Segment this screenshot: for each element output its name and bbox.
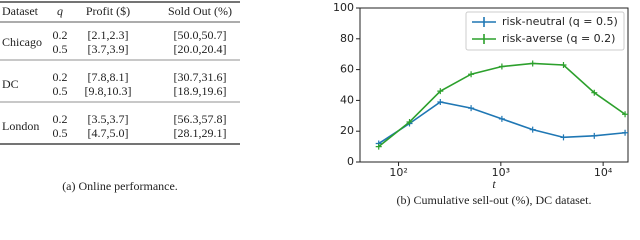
table-header: Dataset xyxy=(2,4,39,18)
legend-label: risk-neutral (q = 0.5) xyxy=(502,15,618,28)
table-cell: [30.7,31.6] xyxy=(174,70,227,84)
point-marker xyxy=(591,89,598,96)
point-marker xyxy=(529,126,536,133)
legend-label: risk-averse (q = 0.2) xyxy=(502,32,615,45)
x-tick-label: 10³ xyxy=(492,166,510,179)
table-cell: 0.2 xyxy=(53,70,68,84)
dataset-name: Chicago xyxy=(2,35,42,49)
point-marker xyxy=(622,129,629,136)
table-cell: [7.8,8.1] xyxy=(88,70,129,84)
table-cell: [9.8,10.3] xyxy=(85,84,132,98)
figure: (a) Online performance. (b) Cumulative s… xyxy=(0,1,629,207)
point-marker xyxy=(468,71,475,78)
point-marker xyxy=(591,132,598,139)
y-tick-label: 80 xyxy=(340,32,354,45)
table-cell: [2.1,2.3] xyxy=(88,28,129,42)
point-marker xyxy=(375,143,382,150)
point-marker xyxy=(560,134,567,141)
plot-frame xyxy=(359,7,629,163)
legend-box xyxy=(465,11,625,51)
table-caption: (a) Online performance. xyxy=(62,179,178,193)
table-header: Sold Out (%) xyxy=(168,4,232,18)
table-cell: [56.3,57.8] xyxy=(174,112,227,126)
x-tick-label: 10² xyxy=(389,166,407,179)
point-marker xyxy=(437,98,444,105)
table-header: q xyxy=(57,4,63,18)
chart-caption: (b) Cumulative sell-out (%), DC dataset. xyxy=(397,193,592,207)
point-marker xyxy=(529,60,536,67)
table-cell: 0.5 xyxy=(53,42,68,56)
table-cell: [3.7,3.9] xyxy=(88,42,129,56)
y-tick-label: 40 xyxy=(340,93,354,106)
y-tick-label: 20 xyxy=(340,124,354,137)
table-cell: [20.0,20.4] xyxy=(174,42,227,56)
y-tick-label: 100 xyxy=(333,1,354,14)
table-cell: 0.5 xyxy=(53,126,68,140)
point-marker xyxy=(498,63,505,70)
dataset-name: DC xyxy=(2,77,19,91)
point-marker xyxy=(622,111,629,118)
table-cell: 0.5 xyxy=(53,84,68,98)
table-cell: [18.9,19.6] xyxy=(174,84,227,98)
point-marker xyxy=(498,115,505,122)
table-cell: [28.1,29.1] xyxy=(174,126,227,140)
point-marker xyxy=(468,105,475,112)
table-cell: 0.2 xyxy=(53,28,68,42)
dataset-name: London xyxy=(2,119,39,133)
x-axis-label: t xyxy=(492,177,496,191)
point-marker xyxy=(560,61,567,68)
table-header: Profit ($) xyxy=(86,4,130,18)
y-tick-label: 0 xyxy=(347,155,354,168)
point-marker xyxy=(406,118,413,125)
table-cell: [4.7,5.0] xyxy=(88,126,129,140)
series-line xyxy=(378,62,626,148)
table-cell: [50.0,50.7] xyxy=(174,28,227,42)
table-cell: 0.2 xyxy=(53,112,68,126)
y-tick-label: 60 xyxy=(340,63,354,76)
series-line xyxy=(378,101,626,145)
point-marker xyxy=(437,88,444,95)
x-tick-label: 10⁴ xyxy=(594,166,613,179)
table-cell: [3.5,3.7] xyxy=(88,112,129,126)
